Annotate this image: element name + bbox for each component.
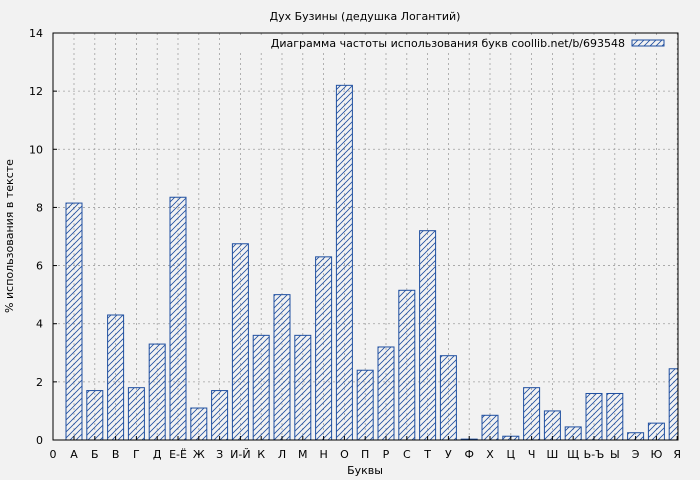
bar-series: [65, 84, 678, 440]
x-tick-label: Ф: [464, 448, 473, 461]
bar-Н: [315, 256, 333, 440]
x-tick-label: К: [257, 448, 265, 461]
x-tick-label: П: [361, 448, 369, 461]
x-tick-label: Ш: [547, 448, 559, 461]
bar-О: [335, 84, 353, 440]
x-tick-label: Д: [153, 448, 162, 461]
y-axis-ticks: 0 2 4 6 8 10 12 14: [29, 27, 57, 447]
x-tick-label: Ж: [193, 448, 205, 461]
x-tick-label: Ь-Ъ: [584, 448, 605, 461]
legend: Диаграмма частоты использования букв coo…: [240, 35, 674, 51]
y-tick-label: 2: [36, 376, 43, 389]
x-tick-label: Б: [91, 448, 99, 461]
legend-swatch: [631, 39, 665, 47]
bar-Ь-Ъ: [585, 392, 603, 440]
plot-frame: [52, 32, 679, 441]
x-axis-label: Буквы: [347, 464, 383, 477]
bar-К: [252, 334, 270, 440]
bar-Ш: [543, 410, 561, 440]
bar-Ы: [606, 392, 624, 440]
x-tick-label: Ю: [650, 448, 662, 461]
x-tick-label: Н: [319, 448, 327, 461]
bar-У: [439, 355, 457, 440]
bar-Б: [86, 390, 104, 440]
x-tick-label: Я: [673, 448, 681, 461]
x-axis-ticks: 0 А Б В Г Д Е-Ё Ж З И-Й К Л М Н О П Р С Т У Ф Х Ц Ч Ш Щ Ь-Ъ Ы Э Ю Я: [50, 436, 681, 461]
x-tick-label: Р: [383, 448, 390, 461]
x-tick-label: Т: [423, 448, 431, 461]
x-tick-label: У: [445, 448, 452, 461]
bar-И-Й: [231, 243, 249, 440]
bar-Ж: [190, 407, 208, 440]
bar-Л: [273, 294, 291, 440]
x-tick-label: Г: [133, 448, 140, 461]
chart-title: Дух Бузины (дедушка Логантий): [270, 10, 461, 23]
bar-Ч: [523, 387, 541, 440]
bar-З: [211, 390, 229, 440]
y-axis-label: % использования в тексте: [3, 159, 16, 313]
y-tick-label: 14: [29, 27, 43, 40]
x-tick-label: А: [70, 448, 78, 461]
gridlines: [53, 33, 678, 440]
y-tick-label: 6: [36, 260, 43, 273]
bar-С: [398, 289, 416, 440]
y-tick-label: 4: [36, 318, 43, 331]
x-tick-label: Э: [632, 448, 640, 461]
y-tick-label: 0: [36, 434, 43, 447]
x-tick-label: М: [298, 448, 308, 461]
x-tick-label: В: [112, 448, 120, 461]
legend-background: [240, 35, 674, 51]
x-tick-label: И-Й: [230, 448, 250, 461]
x-tick-label: Ч: [528, 448, 536, 461]
x-tick-label: Щ: [567, 448, 579, 461]
legend-label: Диаграмма частоты использования букв coo…: [271, 37, 625, 50]
bar-Р: [377, 346, 395, 440]
x-tick-label: З: [216, 448, 223, 461]
x-tick-label: Л: [278, 448, 286, 461]
y-tick-label: 10: [29, 143, 43, 156]
bar-Ю: [647, 422, 665, 440]
bar-Я: [668, 368, 678, 440]
bar-В: [107, 314, 125, 440]
x-tick-label: Х: [486, 448, 494, 461]
bar-А: [65, 202, 83, 440]
x-origin-label: 0: [50, 448, 57, 461]
bar-Е-Ё: [169, 196, 187, 440]
bar-М: [294, 334, 312, 440]
bar-Т: [419, 230, 437, 440]
bar-Д: [148, 343, 166, 440]
y-tick-label: 8: [36, 201, 43, 214]
x-tick-label: Е-Ё: [169, 448, 187, 461]
x-tick-label: С: [403, 448, 411, 461]
bar-Г: [127, 387, 145, 440]
y-tick-label: 12: [29, 85, 43, 98]
x-tick-label: Ц: [507, 448, 516, 461]
x-tick-label: О: [340, 448, 349, 461]
bar-П: [356, 369, 374, 440]
x-tick-label: Ы: [610, 448, 620, 461]
